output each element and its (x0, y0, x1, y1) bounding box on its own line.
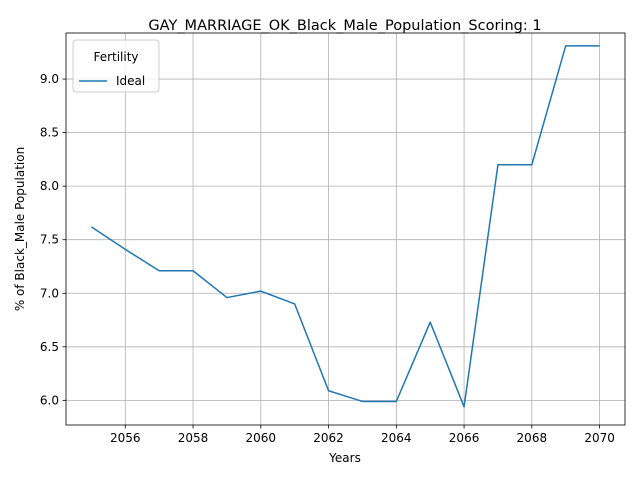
x-tick-label: 2056 (110, 431, 141, 445)
x-axis-label: Years (328, 451, 361, 465)
y-axis-ticks: 6.0 6.5 7.0 7.5 8.0 8.5 9.0 (40, 72, 66, 407)
grid-lines (66, 33, 625, 425)
y-tick-label: 9.0 (40, 72, 59, 86)
y-tick-label: 6.0 (40, 393, 59, 407)
series-line-ideal (90, 45, 600, 408)
x-tick-label: 2058 (178, 431, 209, 445)
legend: Fertility Ideal (72, 39, 160, 93)
y-tick-label: 7.0 (40, 286, 59, 300)
x-tick-label: 2060 (246, 431, 277, 445)
y-tick-label: 7.5 (40, 233, 59, 247)
x-axis-ticks: 2056 2058 2060 2062 2064 2066 2068 2070 (110, 425, 615, 445)
x-tick-label: 2066 (449, 431, 480, 445)
y-tick-label: 8.0 (40, 179, 59, 193)
series-group (90, 45, 600, 408)
y-tick-label: 6.5 (40, 340, 59, 354)
x-tick-label: 2068 (517, 431, 548, 445)
x-tick-label: 2070 (584, 431, 615, 445)
x-tick-label: 2062 (313, 431, 344, 445)
y-axis-label: % of Black_Male Population (13, 147, 27, 311)
legend-title: Fertility (93, 50, 138, 64)
legend-label-ideal: Ideal (116, 74, 145, 88)
plot-frame (65, 32, 626, 426)
y-tick-label: 8.5 (40, 126, 59, 140)
chart-title: GAY_MARRIAGE_OK_Black_Male_Population_Sc… (148, 18, 541, 34)
legend-box (72, 39, 160, 93)
x-tick-label: 2064 (381, 431, 412, 445)
